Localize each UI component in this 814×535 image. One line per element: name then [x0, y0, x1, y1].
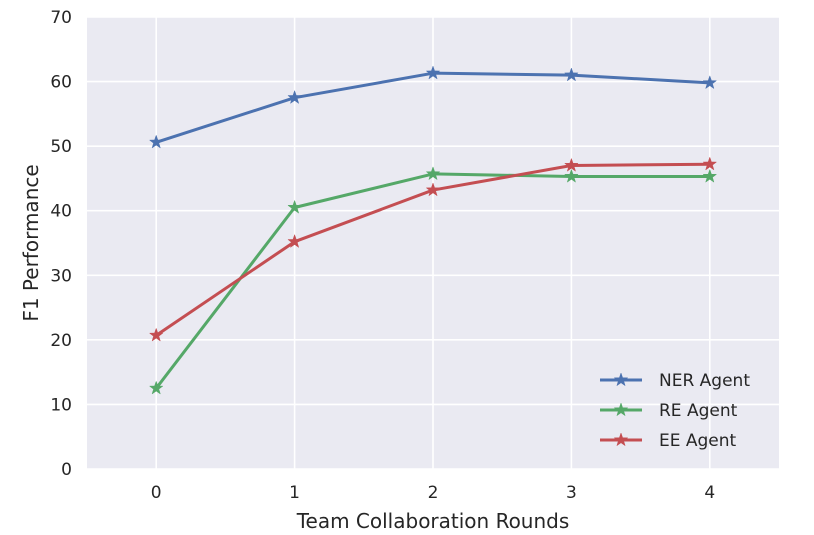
series-layer — [148, 65, 718, 395]
y-tick-label: 70 — [50, 8, 72, 28]
data-point-ner-agent — [287, 89, 302, 104]
y-tick-label: 20 — [50, 331, 72, 351]
y-tick-label: 10 — [50, 395, 72, 415]
data-point-ner-agent — [702, 75, 718, 90]
data-point-ee-agent — [564, 157, 579, 172]
legend-label: EE Agent — [659, 431, 737, 451]
data-point-ee-agent — [287, 233, 302, 248]
data-point-re-agent — [425, 166, 441, 181]
y-tick-label: 40 — [50, 202, 72, 222]
data-point-re-agent — [287, 199, 302, 214]
data-point-ner-agent — [425, 65, 441, 80]
y-axis-label: F1 Performance — [19, 164, 43, 321]
legend-item: EE Agent — [600, 431, 737, 451]
series-re-agent — [148, 166, 718, 395]
legend-marker — [613, 402, 629, 417]
data-point-ner-agent — [148, 134, 164, 149]
y-tick-label: 60 — [50, 73, 72, 93]
legend-item: NER Agent — [600, 371, 750, 391]
data-point-ner-agent — [564, 67, 579, 82]
data-point-re-agent — [148, 380, 164, 395]
data-point-ee-agent — [425, 182, 441, 197]
data-point-ee-agent — [148, 327, 164, 342]
x-tick-label: 4 — [704, 483, 715, 503]
y-tick-label: 50 — [50, 137, 72, 157]
tick-labels: 0 10 20 30 40 50 60 70 0 1 2 3 4 — [50, 8, 715, 503]
x-tick-label: 2 — [428, 483, 439, 503]
series-ner-agent — [148, 65, 718, 149]
legend-label: NER Agent — [659, 371, 750, 391]
x-tick-label: 0 — [151, 483, 162, 503]
series-ee-agent — [148, 156, 718, 342]
x-tick-label: 1 — [289, 483, 300, 503]
legend: NER Agent RE Agent EE Agent — [600, 371, 750, 451]
y-tick-label: 0 — [61, 460, 72, 480]
data-point-re-agent — [702, 168, 718, 183]
x-tick-label: 3 — [566, 483, 577, 503]
legend-marker — [613, 372, 629, 387]
legend-marker — [613, 432, 629, 447]
legend-item: RE Agent — [600, 401, 738, 421]
y-tick-label: 30 — [50, 266, 72, 286]
data-point-re-agent — [564, 168, 579, 183]
x-axis-label: Team Collaboration Rounds — [296, 509, 570, 533]
legend-label: RE Agent — [659, 401, 738, 421]
data-point-ee-agent — [702, 156, 718, 171]
